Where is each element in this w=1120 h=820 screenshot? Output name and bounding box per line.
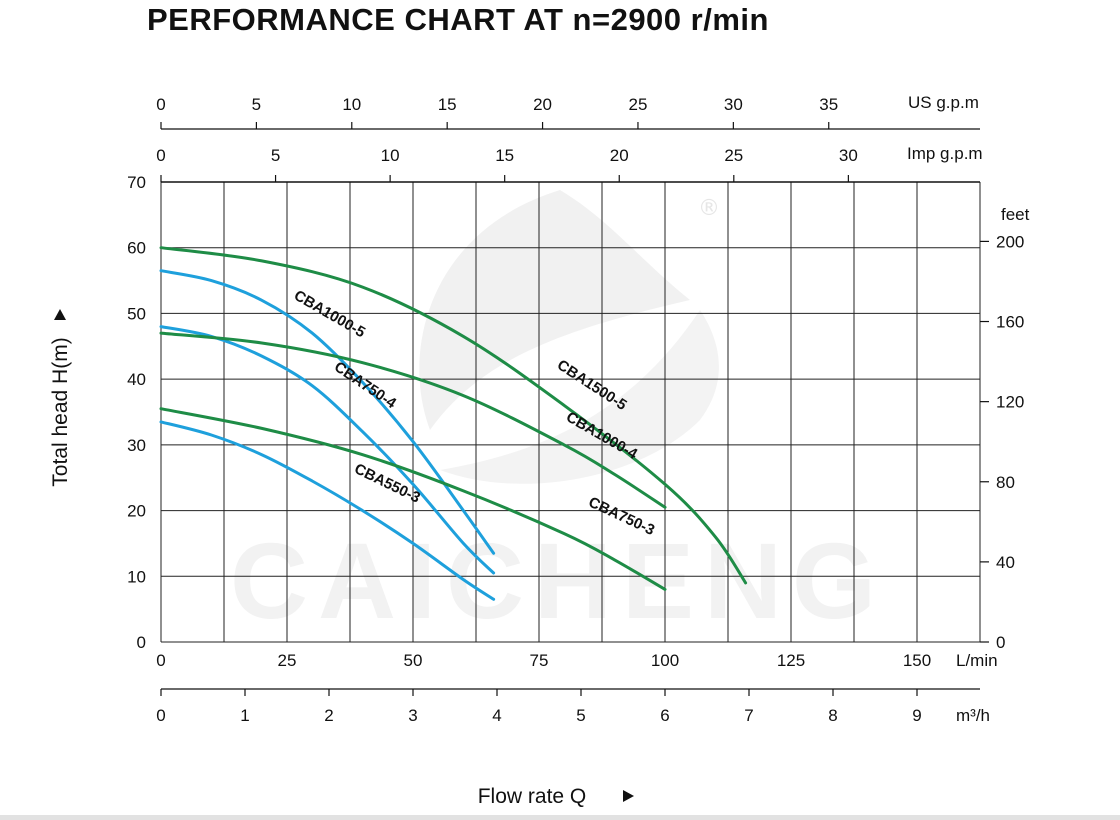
y-axis-arrow-icon <box>54 309 66 320</box>
x-tick-label: 150 <box>903 651 931 670</box>
curve-cba1000-5 <box>159 269 496 555</box>
curve-cba750-3 <box>159 407 667 591</box>
curve-cba1500-5 <box>159 246 748 585</box>
us-gpm-tick-label: 0 <box>156 95 165 114</box>
watermark-text: CAICHENG <box>230 520 886 641</box>
x-tick-label: 125 <box>777 651 805 670</box>
m3h-tick-label: 4 <box>492 706 501 725</box>
feet-tick-label: 80 <box>996 473 1015 492</box>
y-tick-label: 10 <box>127 567 146 586</box>
x-unit-label: L/min <box>956 651 998 670</box>
imp-gpm-tick-label: 5 <box>271 146 280 165</box>
curve-label-cba1000-5: CBA1000-5 <box>291 287 368 341</box>
feet-tick-label: 40 <box>996 553 1015 572</box>
axis-titles: Total head H(m) Flow rate Q <box>49 309 634 808</box>
x-tick-label: 50 <box>404 651 423 670</box>
imp-gpm-tick-label: 25 <box>724 146 743 165</box>
curve-label-cba750-4: CBA750-4 <box>331 358 400 412</box>
m3h-tick-label: 6 <box>660 706 669 725</box>
imp-gpm-tick-label: 0 <box>156 146 165 165</box>
feet-tick-label: 120 <box>996 393 1024 412</box>
imp-gpm-unit-label: Imp g.p.m <box>907 144 983 163</box>
feet-tick-label: 160 <box>996 313 1024 332</box>
us-gpm-tick-label: 25 <box>629 95 648 114</box>
imp-gpm-tick-label: 30 <box>839 146 858 165</box>
x-axis-arrow-icon <box>623 790 634 802</box>
y-tick-label: 0 <box>137 633 146 652</box>
m3h-tick-label: 5 <box>576 706 585 725</box>
watermark-logo-shape <box>419 190 690 430</box>
m3h-unit-label: m³/h <box>956 706 990 725</box>
y-tick-label: 60 <box>127 239 146 258</box>
us-gpm-tick-label: 35 <box>819 95 838 114</box>
y-tick-label: 70 <box>127 173 146 192</box>
imp-gpm-tick-label: 10 <box>381 146 400 165</box>
curve-cba550-3 <box>159 420 496 601</box>
us-gpm-tick-label: 15 <box>438 95 457 114</box>
x-tick-label: 25 <box>278 651 297 670</box>
imp-gpm-tick-label: 15 <box>495 146 514 165</box>
m3h-tick-label: 1 <box>240 706 249 725</box>
m3h-tick-label: 0 <box>156 706 165 725</box>
us-gpm-unit-label: US g.p.m <box>908 93 979 112</box>
watermark-registered-mark: ® <box>698 196 720 221</box>
m3h-tick-label: 9 <box>912 706 921 725</box>
x-tick-label: 75 <box>530 651 549 670</box>
feet-tick-label: 0 <box>996 633 1005 652</box>
y-axis-title: Total head H(m) <box>49 337 72 486</box>
us-gpm-tick-label: 10 <box>342 95 361 114</box>
m3h-tick-label: 8 <box>828 706 837 725</box>
us-gpm-tick-label: 20 <box>533 95 552 114</box>
y-tick-label: 20 <box>127 502 146 521</box>
y-tick-label: 50 <box>127 304 146 323</box>
m3h-tick-label: 2 <box>324 706 333 725</box>
feet-tick-label: 200 <box>996 232 1024 251</box>
bottom-divider <box>0 815 1120 820</box>
watermark-logo-shape <box>440 310 719 484</box>
x-tick-label: 100 <box>651 651 679 670</box>
curve-cba1000-4 <box>159 331 667 509</box>
us-gpm-tick-label: 5 <box>252 95 261 114</box>
chart-grid <box>160 181 981 643</box>
y-tick-label: 40 <box>127 370 146 389</box>
chart-title: PERFORMANCE CHART AT n=2900 r/min <box>147 2 769 37</box>
m3h-tick-label: 7 <box>744 706 753 725</box>
y-tick-label: 30 <box>127 436 146 455</box>
m3h-tick-label: 3 <box>408 706 417 725</box>
x-tick-label: 0 <box>156 651 165 670</box>
x-axis-title: Flow rate Q <box>478 785 587 808</box>
feet-unit-label: feet <box>1001 205 1030 224</box>
us-gpm-tick-label: 30 <box>724 95 743 114</box>
watermark: ® CAICHENG <box>230 190 886 641</box>
imp-gpm-tick-label: 20 <box>610 146 629 165</box>
pump-curves <box>159 246 748 601</box>
